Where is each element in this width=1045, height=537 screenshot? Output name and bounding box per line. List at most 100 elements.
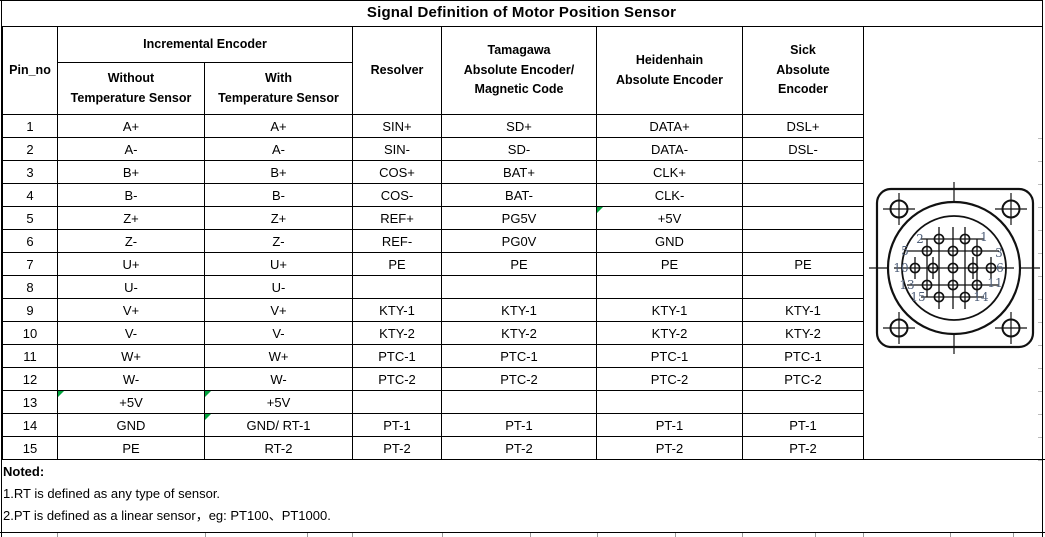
page-title: Signal Definition of Motor Position Sens…	[366, 4, 677, 21]
pin-number-cell: 3	[2, 160, 58, 184]
pin-number-cell: 13	[2, 390, 58, 414]
pin-label: 14	[973, 290, 989, 304]
signal-cell: SIN+	[352, 114, 442, 138]
gridline-tick	[815, 533, 816, 537]
signal-cell: U+	[204, 252, 353, 276]
table-header: Pin_no Incremental Encoder Resolver Tama…	[2, 26, 864, 115]
signal-cell: CLK+	[596, 160, 743, 184]
pin-label: 15	[910, 290, 925, 304]
pin-number-cell: 8	[2, 275, 58, 299]
signal-cell: PTC-1	[441, 344, 597, 368]
table-bottom-border-right-segment	[862, 459, 1045, 460]
signal-cell: U-	[57, 275, 205, 299]
signal-cell: PG5V	[441, 206, 597, 230]
pin-number-cell: 7	[2, 252, 58, 276]
signal-cell: +5V	[596, 206, 743, 230]
signal-cell: B+	[57, 160, 205, 184]
signal-cell: GND	[596, 229, 743, 253]
table-row: 7 U+ U+ PE PE PE PE	[2, 252, 864, 276]
signal-cell: KTY-2	[352, 321, 442, 345]
gridline-tick	[1038, 437, 1042, 438]
signal-cell: KTY-1	[441, 298, 597, 322]
pin-number-cell: 2	[2, 137, 58, 161]
signal-cell: KTY-2	[441, 321, 597, 345]
table-row: 1 A+ A+ SIN+ SD+ DATA+ DSL+	[2, 114, 864, 138]
signal-cell: PTC-1	[596, 344, 743, 368]
table-row: 3 B+ B+ COS+ BAT+ CLK+	[2, 160, 864, 184]
title-bottom-border-right-segment	[862, 26, 1043, 27]
signal-cell: REF+	[352, 206, 442, 230]
gridline-tick	[1038, 207, 1042, 208]
signal-cell: PT-1	[441, 413, 597, 437]
gridline-tick	[1013, 533, 1014, 537]
signal-cell: PE	[441, 252, 597, 276]
signal-cell	[441, 275, 597, 299]
signal-cell: +5V	[204, 390, 353, 414]
signal-cell: KTY-2	[596, 321, 743, 345]
signal-cell: V-	[57, 321, 205, 345]
signal-cell: Z-	[204, 229, 353, 253]
signal-cell: DATA-	[596, 137, 743, 161]
signal-cell: SIN-	[352, 137, 442, 161]
pin-label: 10	[893, 261, 908, 275]
pin-number-cell: 15	[2, 436, 58, 460]
signal-cell: KTY-1	[742, 298, 864, 322]
signal-cell: PE	[742, 252, 864, 276]
signal-cell: BAT+	[441, 160, 597, 184]
gridline-tick	[1038, 391, 1042, 392]
table-row: 5 Z+ Z+ REF+ PG5V +5V	[2, 206, 864, 230]
signal-cell: PT-2	[596, 436, 743, 460]
gridline-tick	[205, 533, 206, 537]
gridline-tick	[1038, 138, 1042, 139]
signal-cell: B+	[204, 160, 353, 184]
header-resolver: Resolver	[352, 26, 442, 115]
header-incremental-encoder: Incremental Encoder	[57, 26, 353, 63]
header-pin-no: Pin_no	[2, 26, 58, 115]
header-heidenhain: Heidenhain Absolute Encoder	[596, 26, 743, 115]
pin-label: 1	[980, 230, 988, 244]
signal-cell: DATA+	[596, 114, 743, 138]
signal-cell: PTC-1	[352, 344, 442, 368]
gridline-tick	[742, 533, 743, 537]
note-item: 2.PT is defined as a linear sensor，eg: P…	[3, 508, 331, 523]
signal-cell: PTC-2	[352, 367, 442, 391]
gridline-tick	[1038, 414, 1042, 415]
table-row: 9 V+ V+ KTY-1 KTY-1 KTY-1 KTY-1	[2, 298, 864, 322]
table-row: 8 U- U-	[2, 275, 864, 299]
gridline-tick	[1038, 230, 1042, 231]
pin-label: 13	[899, 278, 914, 292]
signal-table: Pin_no Incremental Encoder Resolver Tama…	[2, 26, 864, 460]
signal-cell	[742, 229, 864, 253]
signal-cell: PE	[596, 252, 743, 276]
signal-cell: W+	[204, 344, 353, 368]
pin-number-cell: 11	[2, 344, 58, 368]
table-row: 12 W- W- PTC-2 PTC-2 PTC-2 PTC-2	[2, 367, 864, 391]
table-row: 4 B- B- COS- BAT- CLK-	[2, 183, 864, 207]
signal-cell: COS-	[352, 183, 442, 207]
gridline-tick	[442, 533, 443, 537]
notes-heading: Noted:	[3, 464, 45, 479]
signal-cell	[352, 390, 442, 414]
pin-number-cell: 10	[2, 321, 58, 345]
pin-label: 3	[995, 246, 1003, 260]
signal-cell: GND/ RT-1	[204, 413, 353, 437]
header-sick: Sick Absolute Encoder	[742, 26, 864, 115]
signal-cell: V+	[204, 298, 353, 322]
signal-cell: Z+	[204, 206, 353, 230]
signal-cell: +5V	[57, 390, 205, 414]
gridline-tick	[1038, 368, 1042, 369]
table-body: 1 A+ A+ SIN+ SD+ DATA+ DSL+ 2 A- A- SIN- SD- DATA- DS…	[2, 114, 864, 460]
gridline-tick	[950, 533, 951, 537]
signal-cell	[742, 275, 864, 299]
table-row: 15 PE RT-2 PT-2 PT-2 PT-2 PT-2	[2, 436, 864, 460]
note-item: 1.RT is defined as any type of sensor.	[3, 486, 221, 501]
signal-cell: PE	[352, 252, 442, 276]
signal-cell: PE	[57, 436, 205, 460]
signal-cell: SD+	[441, 114, 597, 138]
pin-number-cell: 4	[2, 183, 58, 207]
table-row: 14 GND GND/ RT-1 PT-1 PT-1 PT-1 PT-1	[2, 413, 864, 437]
header-without-temperature-sensor: Without Temperature Sensor	[57, 62, 205, 115]
signal-cell: KTY-1	[596, 298, 743, 322]
signal-cell: Z+	[57, 206, 205, 230]
table-row: 11 W+ W+ PTC-1 PTC-1 PTC-1 PTC-1	[2, 344, 864, 368]
